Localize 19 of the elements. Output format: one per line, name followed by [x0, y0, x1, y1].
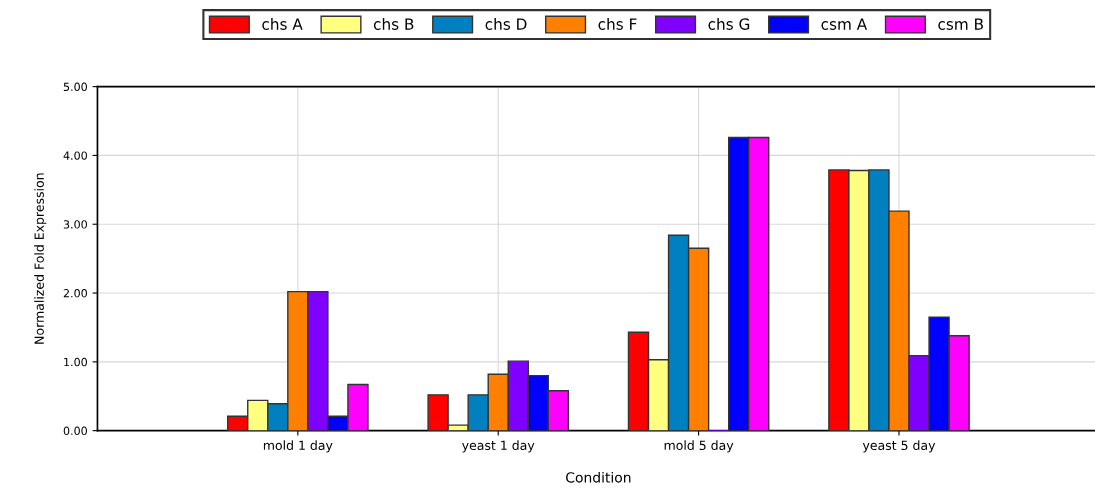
y-tick-label: 4.00	[63, 151, 87, 160]
legend-label: chs F	[598, 18, 637, 30]
y-tick-label: 5.00	[63, 82, 87, 91]
y-tick-label: 1.00	[64, 357, 87, 367]
x-axis-title: Condition	[566, 471, 631, 483]
legend-label: chs B	[373, 18, 414, 30]
y-tick-label: 3.00	[63, 220, 87, 229]
x-tick-label: yeast 5 day	[862, 440, 936, 453]
y-tick-label: 0.00	[63, 426, 87, 436]
legend-label: csm B	[938, 18, 983, 30]
legend-label: chs D	[485, 18, 527, 30]
legend-label: csm A	[821, 18, 868, 30]
y-tick-label: 2.00	[63, 289, 87, 298]
legend-label: chs G	[708, 18, 750, 30]
x-tick-label: yeast 1 day	[462, 440, 535, 453]
x-tick-label: mold 1 day	[263, 440, 333, 453]
x-tick-label: mold 5 day	[664, 440, 734, 453]
y-axis-title: Normalized Fold Expression	[34, 173, 47, 344]
legend-label: chs A	[262, 18, 303, 30]
